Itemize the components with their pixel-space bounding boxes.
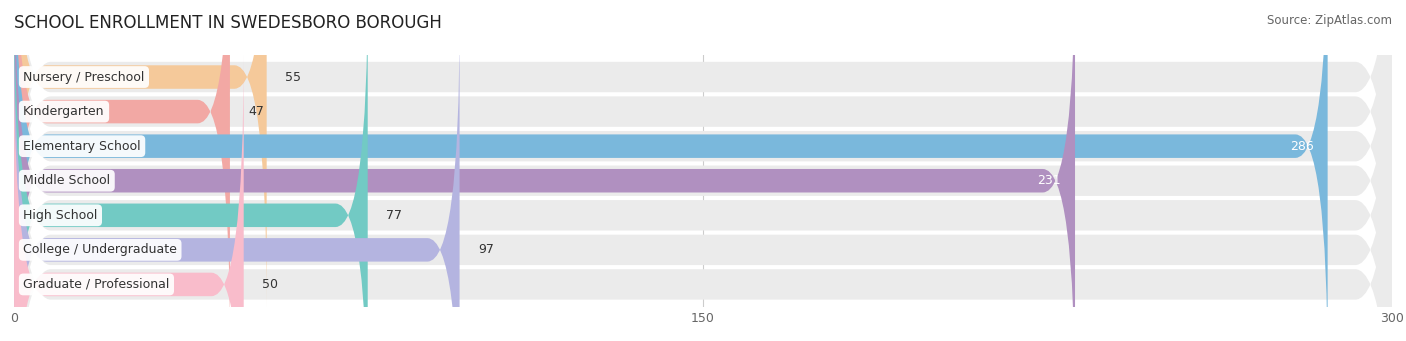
Text: High School: High School <box>24 209 97 222</box>
FancyBboxPatch shape <box>14 20 460 341</box>
Text: 47: 47 <box>249 105 264 118</box>
FancyBboxPatch shape <box>14 0 267 307</box>
FancyBboxPatch shape <box>14 54 243 341</box>
FancyBboxPatch shape <box>14 0 1392 338</box>
FancyBboxPatch shape <box>14 0 368 341</box>
Text: 77: 77 <box>387 209 402 222</box>
Text: College / Undergraduate: College / Undergraduate <box>24 243 177 256</box>
Text: 50: 50 <box>262 278 278 291</box>
Text: Middle School: Middle School <box>24 174 110 187</box>
Text: Nursery / Preschool: Nursery / Preschool <box>24 71 145 84</box>
FancyBboxPatch shape <box>14 0 1392 341</box>
Text: SCHOOL ENROLLMENT IN SWEDESBORO BOROUGH: SCHOOL ENROLLMENT IN SWEDESBORO BOROUGH <box>14 14 441 32</box>
Text: 55: 55 <box>285 71 301 84</box>
FancyBboxPatch shape <box>14 0 1392 341</box>
Text: 97: 97 <box>478 243 494 256</box>
Text: 231: 231 <box>1038 174 1062 187</box>
Text: Graduate / Professional: Graduate / Professional <box>24 278 170 291</box>
Text: 286: 286 <box>1291 140 1313 153</box>
FancyBboxPatch shape <box>14 0 1392 341</box>
FancyBboxPatch shape <box>14 0 1076 341</box>
FancyBboxPatch shape <box>14 23 1392 341</box>
Text: Elementary School: Elementary School <box>24 140 141 153</box>
FancyBboxPatch shape <box>14 0 1392 341</box>
FancyBboxPatch shape <box>14 0 1327 341</box>
FancyBboxPatch shape <box>14 0 231 341</box>
Text: Source: ZipAtlas.com: Source: ZipAtlas.com <box>1267 14 1392 27</box>
Text: Kindergarten: Kindergarten <box>24 105 104 118</box>
FancyBboxPatch shape <box>14 0 1392 341</box>
